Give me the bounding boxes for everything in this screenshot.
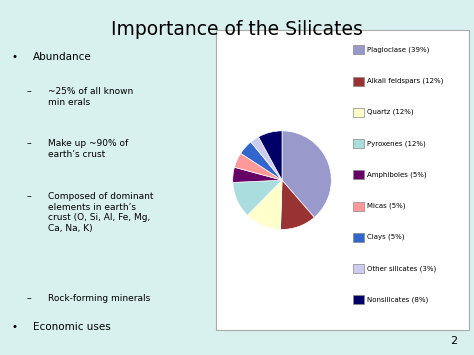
Text: –: – <box>27 87 31 96</box>
Text: –: – <box>27 192 31 201</box>
Wedge shape <box>233 180 282 215</box>
Wedge shape <box>233 167 282 182</box>
Wedge shape <box>235 153 282 180</box>
Text: Clays (5%): Clays (5%) <box>367 234 405 240</box>
Text: Quartz (12%): Quartz (12%) <box>367 109 414 115</box>
Text: Amphiboles (5%): Amphiboles (5%) <box>367 171 427 178</box>
Text: Other silicates (3%): Other silicates (3%) <box>367 265 437 272</box>
Text: –: – <box>27 295 31 304</box>
Wedge shape <box>282 131 331 217</box>
Wedge shape <box>241 142 282 180</box>
Wedge shape <box>247 180 282 229</box>
Text: 2: 2 <box>450 336 457 346</box>
Text: •: • <box>11 322 17 332</box>
Text: Nonsilicates (8%): Nonsilicates (8%) <box>367 296 428 303</box>
Text: Abundance: Abundance <box>33 52 91 62</box>
Text: Alkali feldspars (12%): Alkali feldspars (12%) <box>367 78 444 84</box>
Text: Micas (5%): Micas (5%) <box>367 203 406 209</box>
Text: Importance of the Silicates: Importance of the Silicates <box>111 20 363 39</box>
Wedge shape <box>251 137 282 180</box>
Text: Plagioclase (39%): Plagioclase (39%) <box>367 47 430 53</box>
Text: Rock-forming minerals: Rock-forming minerals <box>48 295 150 304</box>
Text: Composed of dominant
elements in earth’s
crust (O, Si, Al, Fe, Mg,
Ca, Na, K): Composed of dominant elements in earth’s… <box>48 192 154 233</box>
Text: ~25% of all known
min erals: ~25% of all known min erals <box>48 87 133 106</box>
Text: Pyroxenes (12%): Pyroxenes (12%) <box>367 140 426 147</box>
Text: •: • <box>11 52 17 62</box>
Wedge shape <box>258 131 282 180</box>
Text: Economic uses: Economic uses <box>33 322 110 332</box>
Wedge shape <box>281 180 314 229</box>
Text: –: – <box>27 140 31 148</box>
Text: Make up ~90% of
earth’s crust: Make up ~90% of earth’s crust <box>48 140 128 159</box>
